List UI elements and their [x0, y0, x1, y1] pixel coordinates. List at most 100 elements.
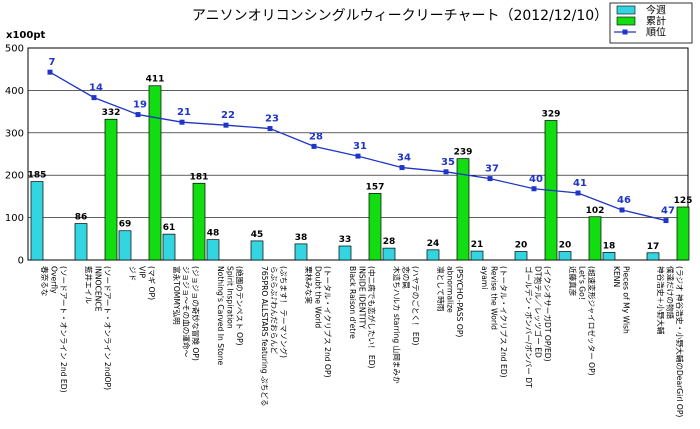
x-tick-label-line: (ぷちます！ テーマソング)	[279, 266, 289, 358]
x-tick-label-line: (ソードアート・オンライン 2nd ED)	[59, 266, 68, 393]
x-tick-label-line: 765PRO ALLSTARS featuring ぷちどる	[260, 266, 269, 407]
bar-cumulative-label: 332	[102, 108, 121, 118]
rank-label: 40	[529, 174, 543, 185]
x-tick-label-line: 富永TOMMY弘明	[172, 266, 182, 325]
x-tick-label-line: 栗林みな実	[304, 266, 314, 304]
bar-weekly	[294, 243, 308, 261]
x-tick-label-line: (マギ OP)	[147, 266, 156, 300]
x-tick-label-line: (絶園のテンペスト OP)	[235, 266, 245, 346]
x-tick-label-line: (トータル・イクリプス 2nd OP)	[323, 266, 332, 378]
bar-weekly-label: 17	[647, 242, 660, 252]
rank-point	[223, 122, 229, 128]
bar-weekly-label: 86	[75, 213, 88, 223]
bar-cumulative	[676, 206, 690, 261]
rank-point	[399, 165, 405, 171]
bar-weekly-label: 28	[383, 237, 396, 247]
x-tick-label-line: 木這ちハルカ starring 山岡まみか	[392, 266, 402, 384]
x-tick-label-line: 神谷浩史＋小野大輔	[656, 266, 666, 335]
rank-label: 34	[397, 153, 411, 164]
x-tick-label-line: Pieces of My Wish	[622, 266, 631, 334]
chart-title: アニソンオリコンシングルウィークリーチャート（2012/12/10）	[192, 8, 608, 24]
x-tick-label-line: ジョジョ～その血の運命～	[182, 266, 192, 358]
rank-label: 7	[49, 57, 56, 68]
x-tick-label-line: 春奈るな	[40, 266, 50, 297]
x-tick-label: Black Raison d'etre INSIDE IDENTITY (中二病でも…	[348, 266, 377, 369]
rank-point	[443, 169, 449, 175]
x-tick-label-line: VIP	[138, 266, 147, 278]
x-tick-label-line: Nothing's Carved In Stone	[216, 266, 225, 366]
x-tick-label-line: Doubt the World	[314, 266, 323, 328]
bar-cumulative	[148, 85, 162, 261]
bar-weekly-label: 24	[427, 239, 440, 249]
rank-point	[135, 112, 141, 118]
bar-weekly	[382, 247, 396, 261]
y-tick-label: 500	[5, 44, 24, 55]
bar-weekly-label: 45	[251, 230, 264, 240]
rank-point	[179, 119, 185, 125]
bar-weekly	[74, 223, 88, 261]
rank-label: 23	[265, 114, 279, 125]
x-tick-label: 765PRO ALLSTARS featuring ぷちどる らぶらぶ♪わんだおら…	[260, 266, 289, 407]
y-tick-label: 300	[5, 128, 24, 139]
x-tick-label: 近藤真彦 Let's Go！ (超速変形ジャイロゼッター OP)	[568, 266, 597, 376]
x-tick-label-line: 近藤真彦	[568, 266, 578, 297]
rank-point	[575, 190, 581, 196]
rank-point	[487, 176, 493, 182]
rank-label: 46	[617, 195, 631, 206]
x-tick-label: 栗林みな実 Doubt the World (トータル・イクリプス 2nd OP)	[304, 266, 332, 378]
y-tick-label: 100	[5, 213, 24, 224]
bar-weekly	[250, 240, 264, 261]
legend-label: 今週	[646, 4, 666, 17]
x-tick-label-line: INSIDE IDENTITY	[358, 266, 367, 329]
x-tick-label: ayami Revise the World (トータル・イクリプス 2nd ED)	[480, 266, 508, 378]
x-tick-label-line: abnormalize	[446, 266, 455, 313]
x-tick-label: 凛として時雨 abnormalize (PSYCHO-PASS OP)	[436, 266, 464, 337]
rank-label: 31	[353, 141, 367, 152]
legend-swatch	[616, 5, 636, 15]
x-tick-label: Nothing's Carved In Stone Spirit Inspirat…	[216, 266, 245, 366]
x-tick-label-line: 僕達だけの物語	[666, 266, 676, 320]
rank-label: 28	[309, 131, 323, 142]
x-tick-label-line: (イクシオサーガDT OP/ED)	[543, 266, 553, 362]
x-tick-label-line: Spirit Inspiration	[226, 266, 235, 329]
bar-weekly	[426, 249, 440, 261]
rank-point	[91, 95, 97, 101]
y-tick-label: 400	[5, 86, 24, 97]
y-tick-label: 200	[5, 171, 24, 182]
legend-label: 累計	[646, 15, 666, 28]
x-tick-label-line: KENN	[612, 266, 621, 287]
rank-point	[355, 153, 361, 159]
bar-cumulative-label: 411	[146, 75, 165, 85]
bar-cumulative	[192, 182, 206, 261]
bar-weekly	[646, 252, 660, 261]
bar-weekly-label: 33	[339, 235, 352, 245]
rank-label: 19	[133, 100, 147, 111]
legend-label: 順位	[646, 26, 666, 39]
bar-weekly-label: 20	[559, 241, 572, 251]
x-tick-label-line: (ラジオ 神谷浩史・小野大輔のDearGirl OP)	[675, 266, 685, 417]
bar-weekly	[338, 245, 352, 261]
bar-weekly	[118, 230, 132, 261]
rank-label: 41	[573, 178, 587, 189]
rank-label: 37	[485, 164, 499, 175]
x-tick-label: 木這ちハルカ starring 山岡まみか 恋の罠 (ハヤテのごとく！ ED)	[392, 266, 421, 384]
bar-cumulative-label: 157	[366, 182, 385, 192]
x-tick-label-line: (ジョジョの奇妙な冒険 OP)	[191, 266, 201, 361]
x-tick-label: ゴールデン・ボンバー/ボンバー DT DT抱テル／レッツゴー ED (イクシオサーガ…	[524, 266, 553, 388]
x-tick-label-line: INNOCENCE	[94, 266, 103, 312]
rank-label: 22	[221, 110, 235, 121]
x-tick-label-line: (トータル・イクリプス 2nd ED)	[499, 266, 508, 378]
rank-point	[531, 186, 537, 192]
x-tick-label: ジド VIP (マギ OP)	[128, 266, 156, 300]
rank-point	[663, 218, 669, 224]
bar-cumulative-label: 181	[190, 172, 209, 182]
bar-weekly	[206, 239, 220, 261]
rank-point	[47, 69, 53, 75]
x-tick-label-line: 藍井エイル	[84, 266, 94, 304]
bar-cumulative	[456, 158, 470, 261]
bar-weekly-label: 38	[295, 233, 308, 243]
bar-cumulative	[368, 193, 382, 261]
